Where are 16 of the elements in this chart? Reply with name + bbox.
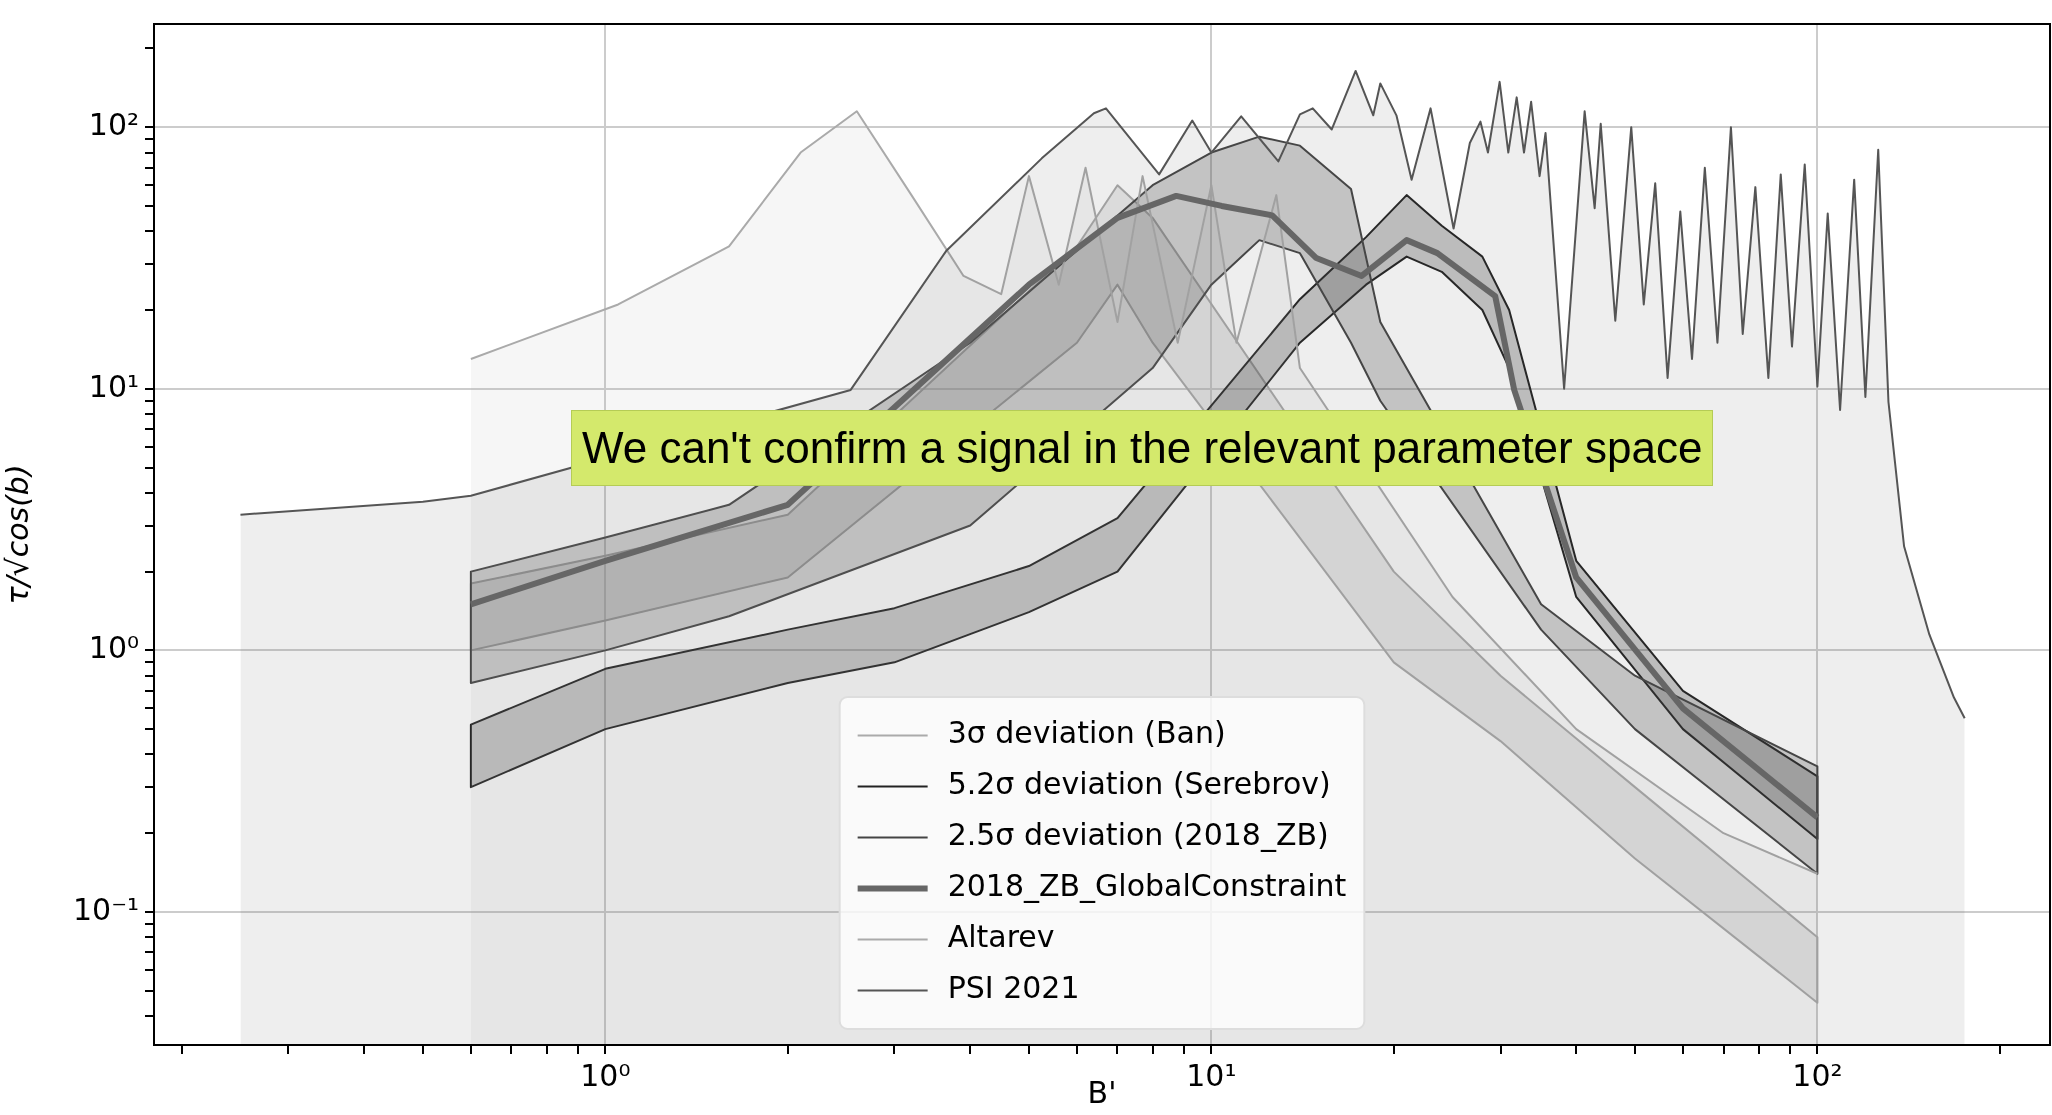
- y-tick-label: 10⁰: [88, 630, 139, 666]
- y-axis-title: τ/√cos(b): [0, 464, 35, 605]
- x-tick-label: 10⁰: [580, 1057, 631, 1093]
- legend-label: PSI 2021: [947, 970, 1080, 1006]
- y-tick-label: 10¹: [88, 368, 139, 404]
- annotation: We can't confirm a signal in the relevant parameter space: [571, 410, 1714, 486]
- x-tick-label: 10¹: [1186, 1057, 1237, 1093]
- legend-label: 2.5σ deviation (2018_ZB): [947, 817, 1329, 853]
- legend-label: 3σ deviation (Ban): [947, 715, 1226, 751]
- legend-label: 2018_ZB_GlobalConstraint: [947, 868, 1347, 904]
- x-axis-title: B': [1087, 1074, 1117, 1110]
- y-tick-label: 10²: [88, 106, 139, 142]
- legend-label: Altarev: [947, 919, 1055, 955]
- x-tick-label: 10²: [1792, 1057, 1843, 1093]
- legend-label: 5.2σ deviation (Serebrov): [947, 766, 1331, 802]
- y-tick-label: 10⁻¹: [72, 891, 139, 927]
